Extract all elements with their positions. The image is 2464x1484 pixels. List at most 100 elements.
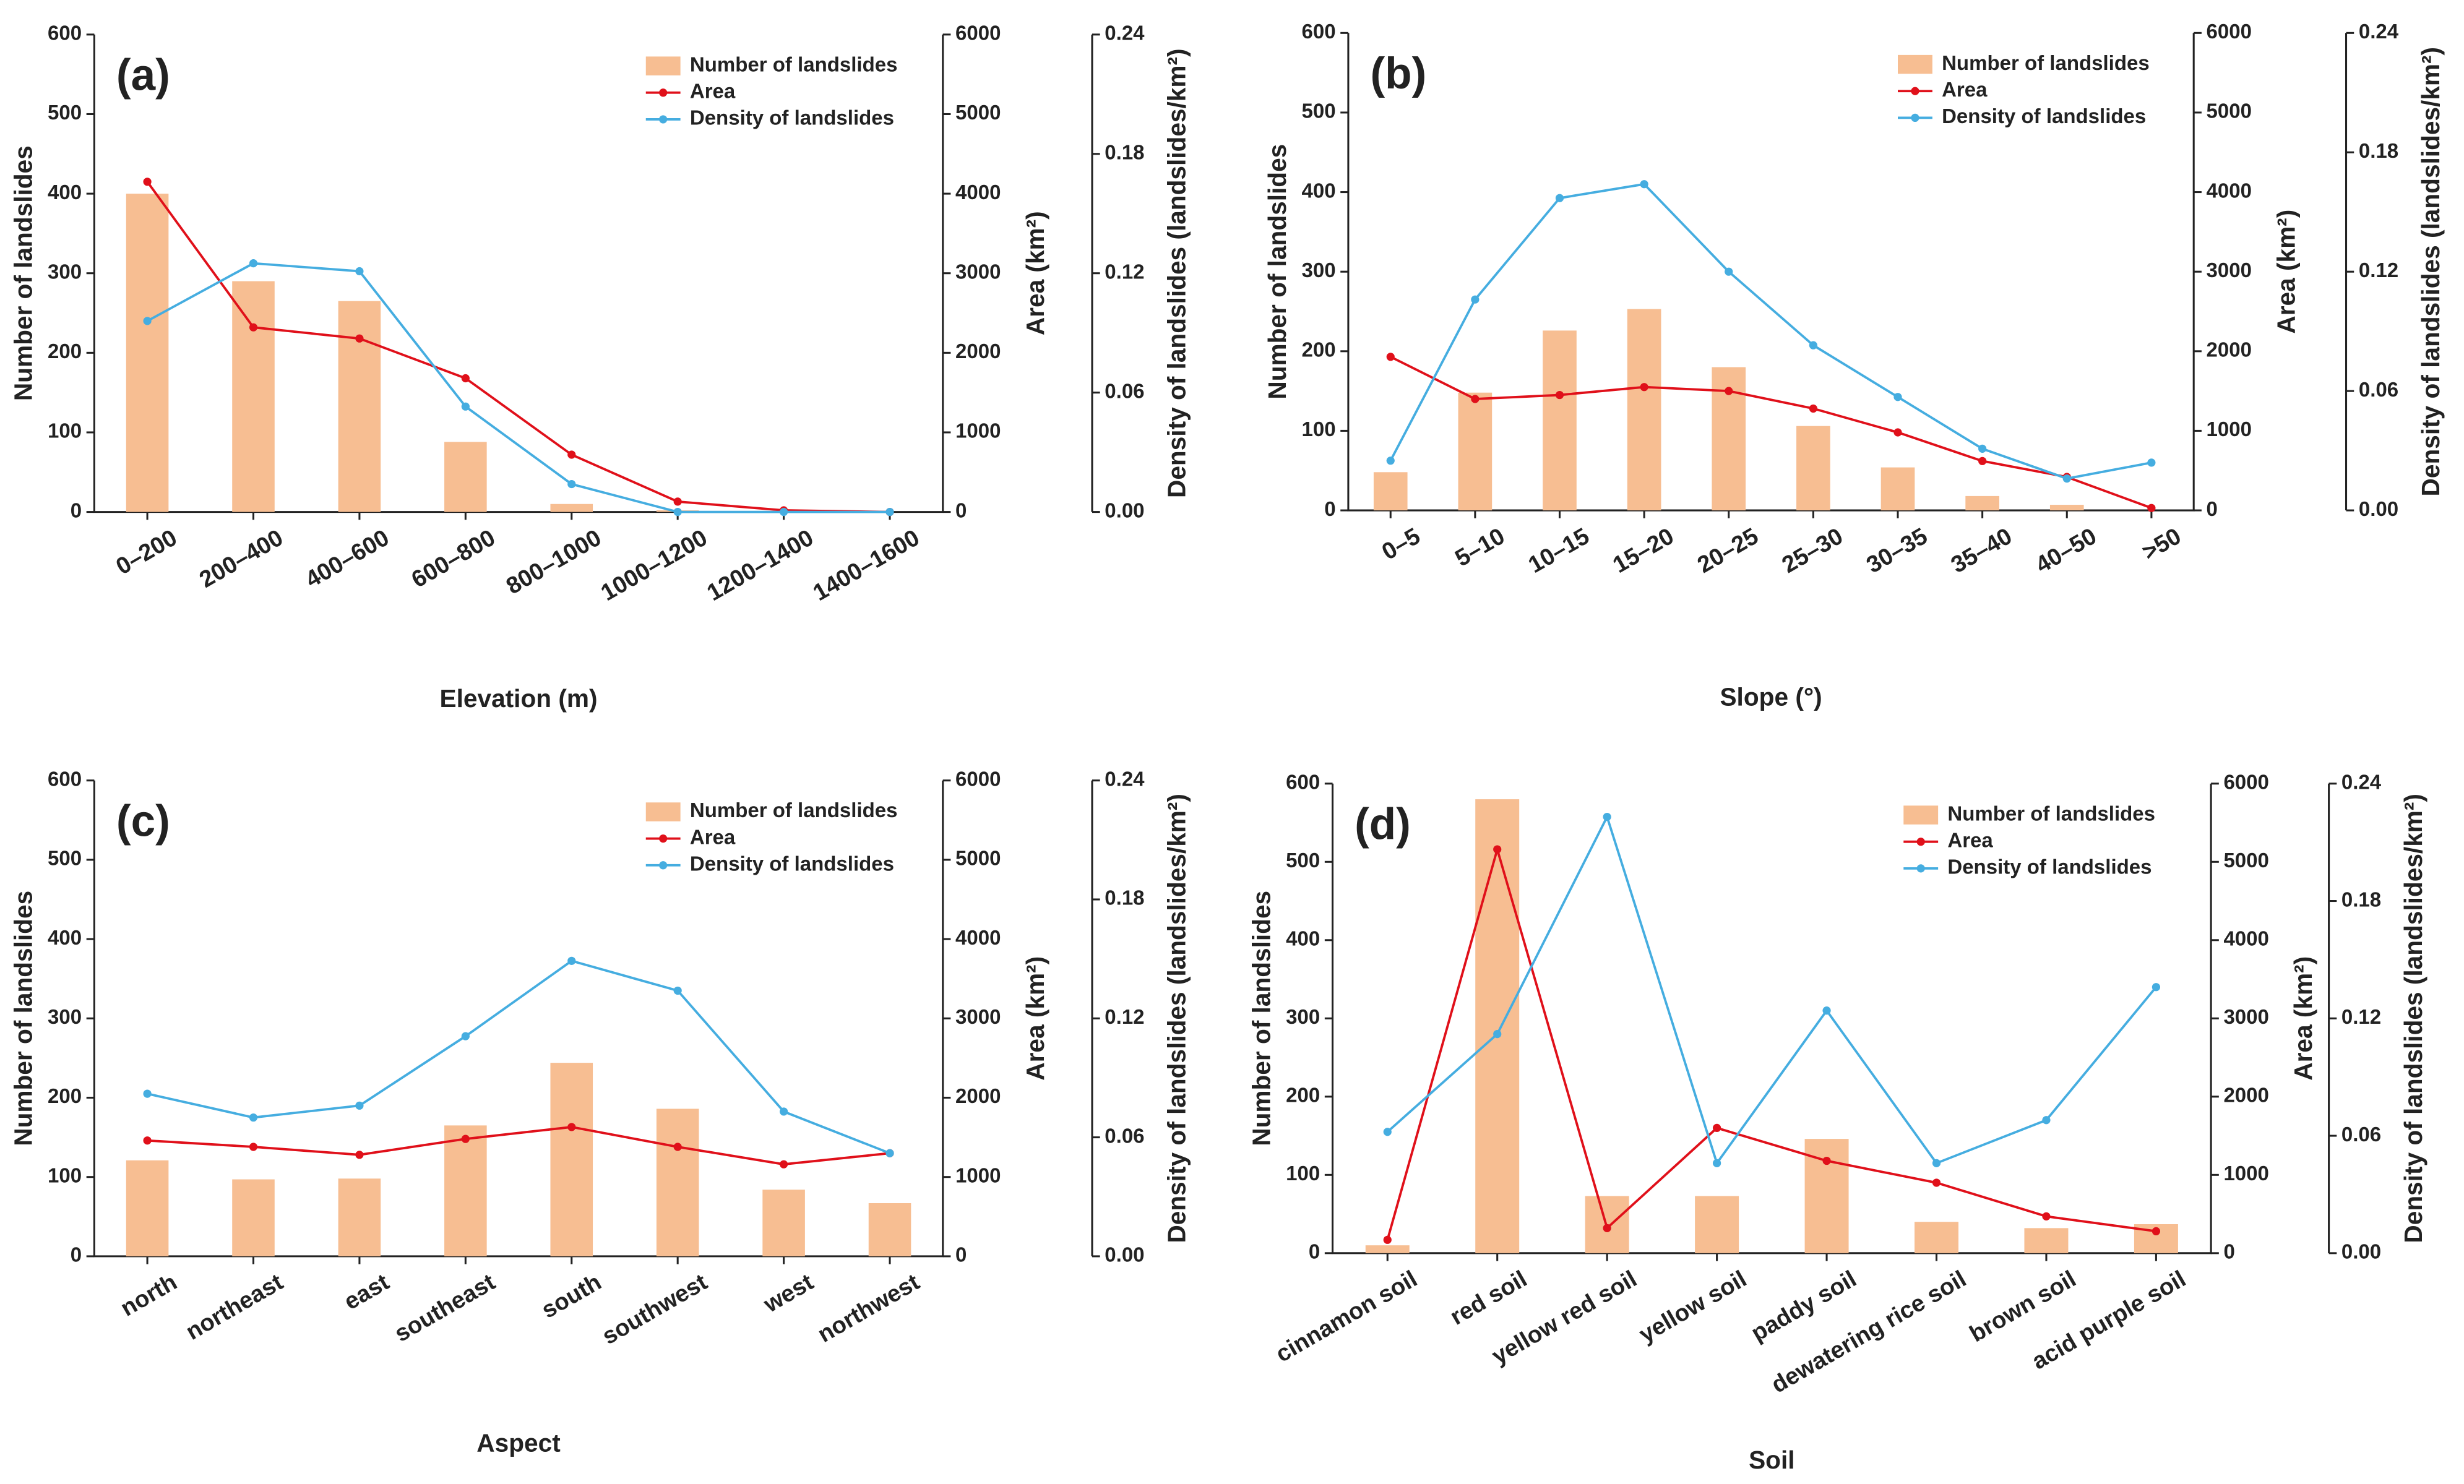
x-tick-label: 30–35 — [1863, 523, 1932, 578]
point — [1893, 428, 1902, 437]
x-tick-label: northwest — [814, 1269, 924, 1348]
y-tick-label: 0 — [71, 1243, 82, 1266]
y3-tick-label: 0.18 — [1105, 886, 1144, 909]
legend-marker — [1911, 87, 1919, 95]
point — [143, 178, 152, 186]
point — [885, 1149, 894, 1157]
x-tick-label: 200–400 — [195, 525, 287, 593]
point — [1725, 267, 1733, 276]
y-tick-label: 300 — [1286, 1005, 1320, 1028]
panel-label: (d) — [1355, 800, 1411, 849]
y2-tick-label: 4000 — [955, 181, 1001, 204]
bar — [338, 301, 381, 512]
y-tick-label: 600 — [48, 767, 82, 790]
legend-marker — [659, 115, 668, 124]
x-axis-title: Soil — [1749, 1446, 1794, 1474]
point — [779, 507, 788, 517]
y-tick-label: 500 — [48, 847, 82, 870]
point — [1383, 1128, 1392, 1136]
legend-label: Density of landslides — [1942, 105, 2146, 127]
y-tick-label: 400 — [1302, 179, 1336, 202]
point — [1386, 457, 1395, 465]
bar — [1915, 1222, 1958, 1253]
y3-tick-label: 0.06 — [2341, 1123, 2381, 1146]
point — [673, 986, 682, 995]
legend-marker — [1916, 838, 1925, 846]
point — [1471, 295, 1480, 304]
bar — [232, 281, 275, 512]
point — [673, 497, 682, 506]
panel-label: (c) — [116, 797, 170, 846]
legend-label: Area — [1942, 78, 1988, 101]
y2-tick-label: 0 — [955, 499, 967, 521]
y-axis-title: Number of landslides — [9, 891, 37, 1146]
x-tick-label: 600–800 — [407, 525, 499, 593]
y3-axis-title: Density of landslides (landslides/km²) — [2416, 47, 2445, 497]
legend-swatch — [645, 802, 681, 821]
x-tick-label: 35–40 — [1947, 523, 2017, 578]
point — [461, 402, 470, 411]
y3-tick-label: 0.12 — [2341, 1005, 2381, 1028]
point — [885, 507, 894, 517]
legend-swatch — [1898, 54, 1932, 74]
y-tick-label: 500 — [1302, 100, 1336, 122]
point — [249, 259, 258, 268]
y3-tick-label: 0.12 — [2359, 259, 2398, 281]
y2-axis-title: Area (km²) — [1021, 211, 1049, 335]
point — [1555, 194, 1564, 202]
y2-tick-label: 1000 — [955, 419, 1001, 442]
point — [1386, 353, 1395, 361]
y-tick-label: 400 — [1286, 927, 1320, 950]
point — [1932, 1159, 1941, 1167]
point — [355, 267, 364, 276]
point — [2147, 504, 2156, 512]
bar — [126, 1160, 169, 1256]
panel: 0100200300400500600010002000300040005000… — [1247, 770, 2427, 1474]
panel: 0100200300400500600010002000300040005000… — [9, 767, 1191, 1457]
point — [2147, 458, 2156, 467]
y2-tick-label: 0 — [2223, 1240, 2234, 1263]
point — [143, 1089, 152, 1098]
x-tick-label: yellow soil — [1635, 1266, 1751, 1349]
line — [147, 262, 890, 513]
legend-label: Number of landslides — [1942, 51, 2150, 74]
point — [249, 1113, 258, 1122]
y-tick-label: 600 — [48, 22, 82, 45]
y3-axis-title: Density of landslides (landslides/km²) — [2399, 794, 2427, 1243]
y3-tick-label: 0.24 — [2341, 770, 2382, 793]
x-axis-title: Aspect — [476, 1428, 561, 1457]
point — [1493, 1029, 1502, 1039]
y-tick-label: 100 — [1286, 1162, 1320, 1185]
y3-tick-label: 0.18 — [2359, 139, 2398, 162]
y2-axis-title: Area (km²) — [1021, 956, 1049, 1081]
legend-marker — [1911, 113, 1919, 122]
point — [673, 507, 682, 517]
bar — [1880, 467, 1915, 511]
y-tick-label: 200 — [48, 1084, 82, 1107]
point — [567, 450, 576, 459]
y2-axis-title: Area (km²) — [2272, 210, 2300, 334]
x-axis-title: Slope (°) — [1720, 682, 1822, 711]
y2-tick-label: 5000 — [2207, 100, 2252, 122]
bar — [1695, 1196, 1739, 1253]
point — [1893, 393, 1902, 401]
y-tick-label: 600 — [1286, 770, 1320, 793]
y2-tick-label: 6000 — [2223, 770, 2268, 793]
legend-marker — [659, 88, 668, 97]
point — [567, 956, 576, 965]
point — [2152, 1227, 2161, 1236]
y2-tick-label: 1000 — [2207, 418, 2252, 440]
y-tick-label: 0 — [1324, 497, 1335, 520]
point — [355, 1151, 364, 1159]
point — [567, 1123, 576, 1131]
y-tick-label: 600 — [1302, 20, 1336, 43]
x-tick-label: 25–30 — [1778, 523, 1848, 578]
y-tick-label: 400 — [48, 926, 82, 949]
y2-tick-label: 3000 — [2223, 1005, 2268, 1028]
point — [779, 1160, 788, 1169]
x-tick-label: north — [116, 1269, 181, 1322]
y-tick-label: 300 — [48, 1005, 82, 1028]
y3-tick-label: 0.12 — [1105, 260, 1144, 283]
y2-tick-label: 0 — [2207, 497, 2218, 520]
